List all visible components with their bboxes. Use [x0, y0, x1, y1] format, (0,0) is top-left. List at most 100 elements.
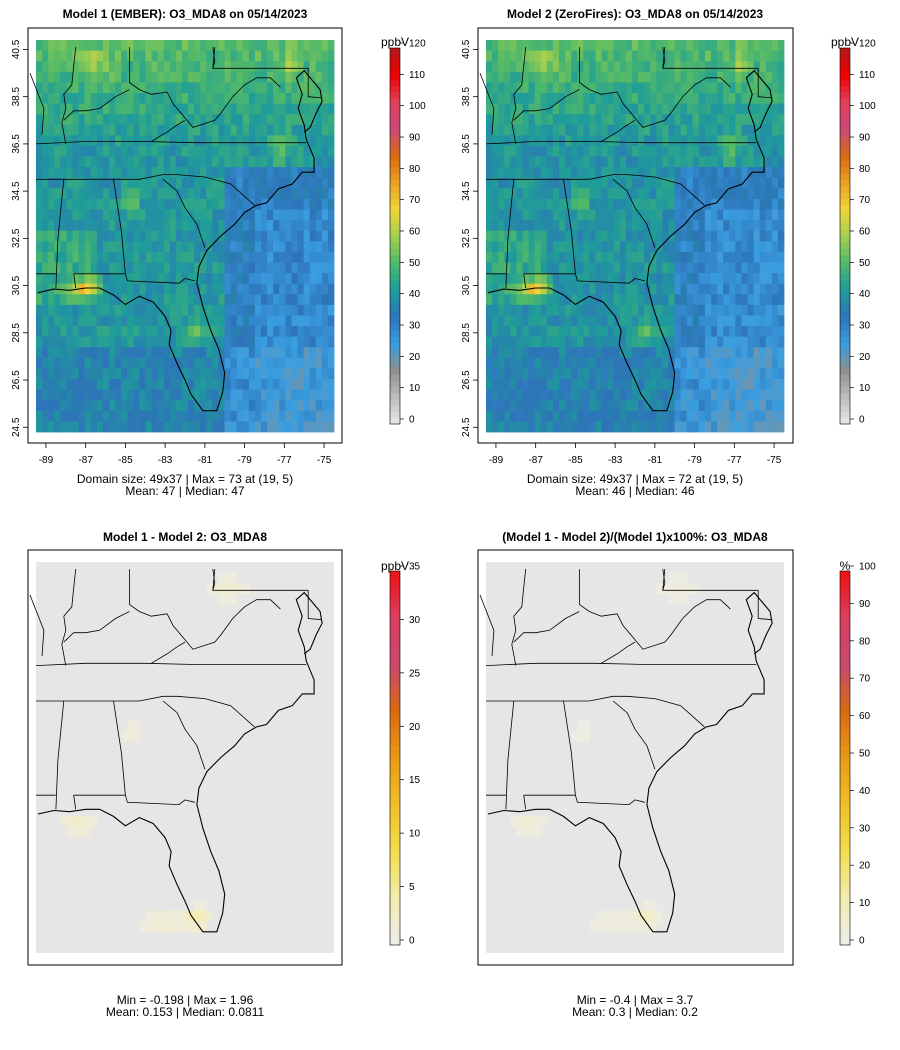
colorbar-segment: [840, 104, 850, 112]
grid-cell: [777, 389, 785, 401]
grid-cell: [121, 241, 128, 253]
grid-cell: [571, 262, 578, 274]
grid-cell: [625, 114, 633, 126]
colorbar-segment: [840, 602, 850, 609]
grid-cell: [589, 71, 596, 83]
grid-cell: [583, 40, 590, 51]
grid-cell: [595, 368, 602, 380]
grid-cell: [565, 347, 572, 359]
grid-cell: [729, 389, 736, 401]
grid-cell: [169, 400, 177, 412]
grid-cell: [291, 135, 298, 147]
grid-cell: [486, 40, 493, 51]
colorbar-segment: [840, 608, 850, 616]
grid-cell: [668, 410, 675, 422]
grid-cell: [565, 209, 572, 221]
grid-cell: [698, 135, 706, 147]
grid-cell: [78, 826, 86, 838]
grid-cell: [540, 188, 548, 200]
grid-cell: [668, 220, 675, 232]
grid-cell: [297, 347, 304, 359]
grid-cell: [631, 198, 639, 210]
grid-cell: [84, 336, 92, 348]
grid-cell: [261, 273, 268, 285]
grid-cell: [321, 241, 329, 253]
grid-cell: [607, 241, 615, 253]
grid-cell: [486, 135, 493, 147]
colorbar-segment: [840, 298, 850, 306]
grid-cell: [558, 230, 566, 242]
grid-cell: [279, 156, 286, 168]
grid-cell: [285, 357, 292, 369]
grid-cell: [279, 400, 286, 412]
grid-cell: [656, 379, 663, 391]
grid-cell: [121, 336, 128, 348]
grid-cell: [729, 294, 736, 306]
grid-cell: [194, 124, 201, 136]
grid-cell: [607, 357, 615, 369]
grid-cell: [753, 251, 761, 263]
grid-cell: [644, 294, 651, 306]
colorbar-segment: [840, 91, 850, 99]
grid-cell: [72, 410, 79, 422]
grid-cell: [84, 273, 92, 285]
grid-cell: [546, 251, 554, 263]
grid-cell: [206, 583, 213, 595]
grid-cell: [297, 304, 304, 316]
grid-cell: [656, 61, 663, 73]
grid-cell: [96, 177, 104, 189]
grid-cell: [516, 336, 523, 348]
grid-cell: [279, 304, 286, 316]
grid-cell: [723, 368, 730, 380]
grid-cell: [279, 167, 286, 179]
grid-cell: [771, 389, 779, 401]
grid-cell: [309, 326, 317, 338]
grid-cell: [619, 156, 627, 168]
grid-cell: [516, 188, 523, 200]
grid-cell: [248, 209, 256, 221]
grid-cell: [650, 50, 657, 62]
grid-cell: [711, 304, 718, 316]
grid-cell: [486, 379, 493, 391]
state-border: [212, 569, 216, 591]
grid-cell: [139, 410, 146, 422]
grid-cell: [540, 71, 548, 83]
grid-cell: [595, 145, 602, 157]
colorbar-segment: [840, 577, 850, 584]
colorbar-segment: [840, 66, 850, 74]
grid-cell: [145, 368, 152, 380]
grid-cell: [84, 347, 92, 359]
grid-cell: [589, 198, 596, 210]
grid-cell: [224, 209, 232, 221]
grid-cell: [601, 50, 609, 62]
colorbar-segment: [840, 832, 850, 840]
grid-cell: [242, 220, 250, 232]
grid-cell: [327, 50, 335, 62]
grid-cell: [747, 40, 754, 51]
grid-cell: [151, 135, 159, 147]
grid-cell: [273, 421, 280, 433]
grid-cell: [777, 92, 785, 104]
grid-cell: [777, 304, 785, 316]
grid-cell: [285, 167, 292, 179]
grid-cell: [78, 209, 86, 221]
grid-cell: [759, 188, 767, 200]
grid-cell: [108, 315, 116, 327]
grid-cell: [151, 220, 159, 232]
grid-cell: [498, 400, 505, 412]
grid-cell: [601, 368, 609, 380]
grid-cell: [145, 124, 152, 136]
grid-cell: [315, 262, 323, 274]
grid-cell: [650, 103, 657, 115]
grid-cell: [133, 188, 140, 200]
colorbar-segment: [390, 167, 400, 174]
grid-cell: [115, 336, 122, 348]
grid-cell: [613, 92, 621, 104]
grid-cell: [729, 167, 736, 179]
grid-cell: [248, 188, 256, 200]
grid-cell: [510, 103, 517, 115]
grid-cell: [498, 198, 505, 210]
grid-cell: [254, 103, 262, 115]
grid-cell: [115, 389, 122, 401]
grid-cell: [777, 71, 785, 83]
